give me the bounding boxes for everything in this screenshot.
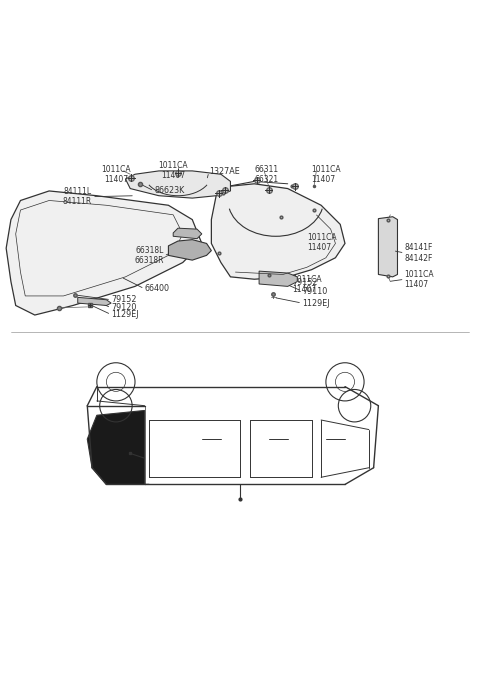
Text: 1129EJ: 1129EJ [302, 299, 330, 308]
Text: 1011CA
11407: 1011CA 11407 [158, 162, 188, 180]
Text: 1011CA
11407: 1011CA 11407 [292, 275, 322, 294]
Text: 1327AE: 1327AE [209, 168, 240, 176]
Polygon shape [78, 297, 111, 306]
Text: 66311
66321: 66311 66321 [254, 165, 278, 184]
Polygon shape [211, 184, 345, 279]
Polygon shape [87, 411, 149, 485]
Polygon shape [125, 171, 230, 198]
Text: 79152: 79152 [111, 295, 137, 304]
Polygon shape [168, 240, 211, 260]
Text: 1129EJ: 1129EJ [111, 310, 139, 319]
Text: 1011CA
11407: 1011CA 11407 [405, 270, 434, 289]
Text: 1011CA
11407: 1011CA 11407 [312, 165, 341, 184]
Text: 79120: 79120 [111, 304, 136, 312]
Polygon shape [378, 217, 397, 277]
Text: 84111L
84111R: 84111L 84111R [63, 187, 92, 206]
Polygon shape [173, 228, 202, 239]
Text: 79152: 79152 [292, 278, 318, 287]
Polygon shape [6, 191, 202, 315]
Text: 66400: 66400 [144, 284, 169, 293]
Text: 66318L
66318R: 66318L 66318R [134, 246, 164, 265]
Polygon shape [259, 271, 297, 287]
Text: 86623K: 86623K [154, 186, 184, 195]
Text: 84141F
84142F: 84141F 84142F [405, 244, 433, 262]
Text: 1011CA
11407: 1011CA 11407 [101, 165, 131, 184]
Text: 79110: 79110 [302, 287, 327, 295]
Text: 1011CA
11407: 1011CA 11407 [307, 233, 336, 252]
